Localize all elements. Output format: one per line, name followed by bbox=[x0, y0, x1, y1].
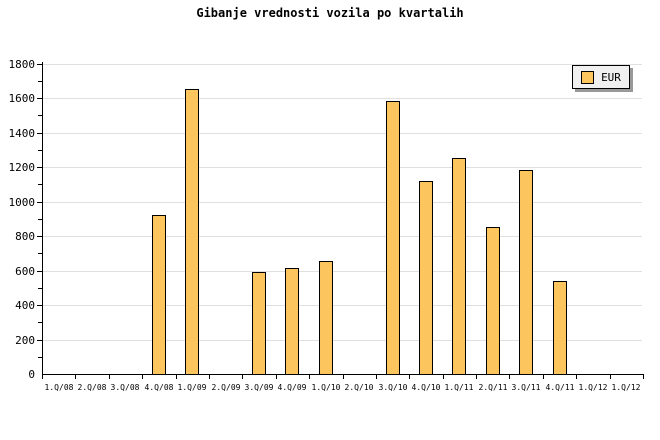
x-tick-label: 4.Q/08 bbox=[144, 383, 174, 392]
y-tick-label: 1600 bbox=[8, 92, 36, 105]
bar bbox=[319, 261, 333, 375]
y-tick-major bbox=[37, 271, 42, 272]
y-tick-minor bbox=[38, 219, 42, 220]
bar bbox=[285, 268, 299, 375]
gridline bbox=[43, 167, 642, 168]
y-tick-major bbox=[37, 64, 42, 65]
x-tick-label: 1.Q/08 bbox=[44, 383, 74, 392]
x-tick-label: 3.Q/10 bbox=[378, 383, 408, 392]
y-tick-minor bbox=[38, 184, 42, 185]
x-tick bbox=[176, 375, 177, 379]
x-tick-label: 1.Q/12 bbox=[578, 383, 608, 392]
bar bbox=[152, 215, 166, 375]
gridline bbox=[43, 202, 642, 203]
bar bbox=[252, 272, 266, 375]
bar bbox=[386, 101, 400, 375]
gridline bbox=[43, 340, 642, 341]
bar bbox=[452, 158, 466, 375]
x-tick-label: 4.Q/09 bbox=[277, 383, 307, 392]
y-tick-minor bbox=[38, 115, 42, 116]
x-tick bbox=[643, 375, 644, 379]
x-tick bbox=[276, 375, 277, 379]
bar bbox=[419, 181, 433, 375]
y-tick-major bbox=[37, 98, 42, 99]
x-tick bbox=[476, 375, 477, 379]
x-tick bbox=[42, 375, 43, 379]
x-tick bbox=[242, 375, 243, 379]
y-tick-label: 1800 bbox=[8, 58, 36, 71]
y-tick-minor bbox=[38, 150, 42, 151]
y-tick-minor bbox=[38, 81, 42, 82]
x-tick-label: 1.Q/11 bbox=[444, 383, 474, 392]
x-tick bbox=[75, 375, 76, 379]
gridline bbox=[43, 64, 642, 65]
x-tick-label: 2.Q/10 bbox=[344, 383, 374, 392]
bar bbox=[185, 89, 199, 375]
y-tick-label: 1200 bbox=[8, 161, 36, 174]
x-tick bbox=[376, 375, 377, 379]
legend: EUR bbox=[572, 65, 630, 89]
y-tick-label: 1000 bbox=[8, 196, 36, 209]
x-tick-label: 1.Q/12 bbox=[611, 383, 641, 392]
x-tick bbox=[443, 375, 444, 379]
bar bbox=[486, 227, 500, 375]
y-tick-major bbox=[37, 167, 42, 168]
y-axis bbox=[42, 62, 43, 375]
y-tick-major bbox=[37, 236, 42, 237]
x-tick-label: 4.Q/10 bbox=[411, 383, 441, 392]
y-tick-label: 200 bbox=[15, 334, 35, 347]
x-tick bbox=[509, 375, 510, 379]
x-axis bbox=[42, 374, 644, 375]
x-tick bbox=[142, 375, 143, 379]
y-tick-major bbox=[37, 305, 42, 306]
chart-title: Gibanje vrednosti vozila po kvartalih bbox=[196, 6, 464, 20]
y-tick-label: 0 bbox=[28, 368, 35, 381]
legend-label: EUR bbox=[601, 70, 621, 84]
y-tick-major bbox=[37, 340, 42, 341]
x-tick bbox=[576, 375, 577, 379]
x-tick-label: 2.Q/11 bbox=[478, 383, 508, 392]
y-tick-minor bbox=[38, 253, 42, 254]
x-tick-label: 3.Q/08 bbox=[110, 383, 140, 392]
x-tick bbox=[409, 375, 410, 379]
x-tick-label: 1.Q/10 bbox=[311, 383, 341, 392]
gridline bbox=[43, 133, 642, 134]
x-tick bbox=[543, 375, 544, 379]
y-tick-label: 600 bbox=[15, 265, 35, 278]
x-tick bbox=[610, 375, 611, 379]
x-tick-label: 4.Q/11 bbox=[545, 383, 575, 392]
x-tick-label: 2.Q/08 bbox=[77, 383, 107, 392]
y-tick-minor bbox=[38, 322, 42, 323]
y-tick-label: 400 bbox=[15, 299, 35, 312]
y-tick-label: 800 bbox=[15, 230, 35, 243]
gridline bbox=[43, 236, 642, 237]
x-tick bbox=[343, 375, 344, 379]
y-tick-major bbox=[37, 133, 42, 134]
x-tick-label: 2.Q/09 bbox=[211, 383, 241, 392]
x-tick bbox=[209, 375, 210, 379]
gridline bbox=[43, 98, 642, 99]
y-tick-label: 1400 bbox=[8, 127, 36, 140]
x-tick bbox=[109, 375, 110, 379]
y-tick-minor bbox=[38, 288, 42, 289]
legend-swatch-eur bbox=[581, 70, 595, 84]
x-tick-label: 3.Q/09 bbox=[244, 383, 274, 392]
bar bbox=[519, 170, 533, 375]
gridline bbox=[43, 271, 642, 272]
x-tick-label: 1.Q/09 bbox=[177, 383, 207, 392]
y-tick-minor bbox=[38, 357, 42, 358]
gridline bbox=[43, 305, 642, 306]
x-tick bbox=[309, 375, 310, 379]
x-tick-label: 3.Q/11 bbox=[511, 383, 541, 392]
y-tick-major bbox=[37, 202, 42, 203]
bar bbox=[553, 281, 567, 375]
